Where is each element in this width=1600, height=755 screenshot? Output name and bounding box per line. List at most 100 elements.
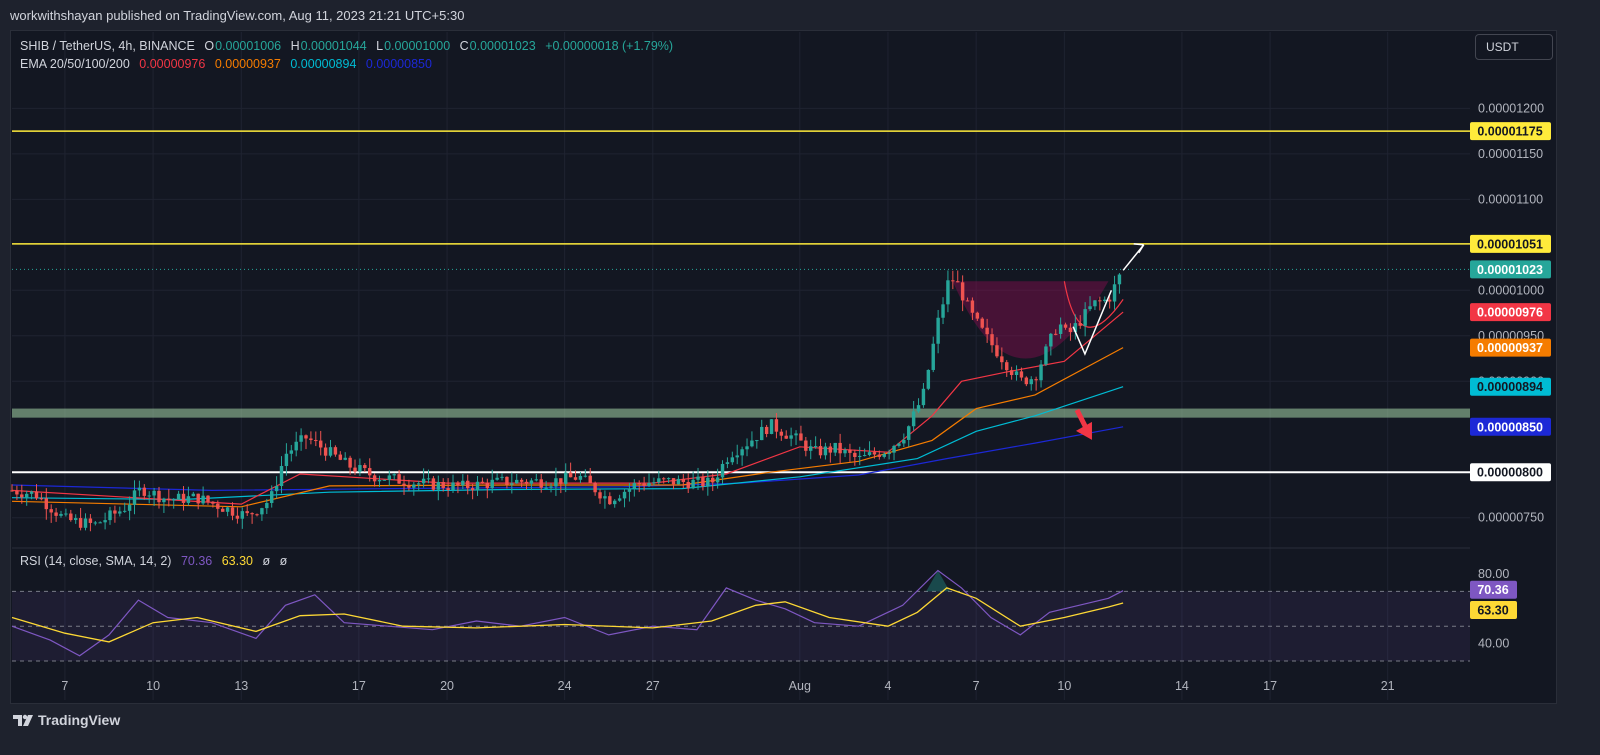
candle-down [181, 493, 186, 503]
candle-down [113, 510, 117, 514]
candle-up [118, 511, 122, 514]
candle-down [951, 280, 955, 282]
candle-up [833, 442, 837, 453]
rsi-label[interactable]: RSI (14, close, SMA, 14, 2) [20, 554, 172, 568]
candle-up [265, 502, 269, 509]
candle-up [83, 518, 88, 528]
candle-up [29, 491, 34, 494]
candle-up [578, 475, 583, 480]
tradingview-brand: TradingView [12, 712, 120, 728]
symbol-label[interactable]: SHIB / TetherUS, 4h, BINANCE [20, 39, 195, 53]
candle-up [529, 480, 534, 484]
change-value: +0.00000018 (+1.79%) [545, 39, 674, 53]
candle-up [299, 435, 303, 442]
candle-up [279, 466, 284, 486]
candle-down [10, 490, 14, 492]
time-tick-label: 27 [646, 679, 660, 693]
rsi-tag [1470, 580, 1517, 599]
candle-up [377, 480, 382, 482]
time-tick-label: 21 [1381, 679, 1395, 693]
candle-down [1005, 362, 1009, 371]
pattern-arrow-path [1072, 290, 1113, 356]
candle-up [1112, 284, 1117, 302]
candle-down [774, 419, 779, 432]
candle-up [745, 446, 749, 450]
candle-down [245, 511, 249, 514]
candle-down [995, 345, 999, 357]
candle-up [730, 457, 735, 463]
time-tick-label: 13 [234, 679, 248, 693]
candle-up [436, 481, 441, 490]
candle-up [666, 478, 671, 480]
price-tag-ema20 [1470, 303, 1551, 322]
candle-down [539, 479, 543, 488]
candle-up [1058, 324, 1063, 334]
candle-up [760, 426, 764, 441]
candle-down [441, 481, 445, 489]
rsi-sma-value: 63.30 [221, 554, 253, 568]
time-tick-label: 7 [973, 679, 980, 693]
currency-button[interactable]: USDT [1475, 34, 1553, 60]
candle-down [20, 494, 24, 498]
candle-down [88, 518, 93, 523]
candle-down [44, 498, 49, 510]
high-key: H [290, 39, 300, 53]
candle-down [167, 498, 171, 501]
candle-down [818, 446, 823, 456]
candle-up [867, 452, 872, 456]
candle-up [260, 508, 264, 515]
ema100-value: 0.00000894 [290, 57, 357, 71]
candle-up [622, 491, 627, 499]
candle-down [196, 493, 200, 504]
price-tag-label: 0.00000937 [1477, 341, 1543, 355]
candle-down [956, 281, 960, 283]
candle-up [289, 450, 294, 454]
candle-up [706, 477, 710, 487]
breakout-arrowhead [1133, 243, 1145, 254]
candle-down [642, 483, 646, 486]
candle-down [1024, 377, 1029, 385]
ema-label[interactable]: EMA 20/50/100/200 [20, 57, 130, 71]
candle-down [573, 477, 578, 480]
candle-down [1019, 371, 1024, 378]
candle-down [363, 465, 367, 469]
candle-up [343, 457, 347, 460]
candle-down [485, 482, 490, 489]
candle-up [564, 472, 568, 484]
candle-up [720, 463, 725, 478]
candle-down [608, 496, 612, 505]
candle-up [926, 369, 931, 389]
time-tick-label: 17 [1263, 679, 1277, 693]
candle-down [397, 474, 401, 484]
candle-up [98, 522, 102, 524]
candle-down [1000, 356, 1004, 363]
candle-up [676, 478, 681, 485]
candle-up [936, 317, 940, 344]
candle-up [1014, 371, 1019, 375]
candle-up [103, 520, 107, 523]
candle-up [416, 483, 421, 485]
price-tag-support [1470, 463, 1551, 482]
candle-down [250, 513, 254, 515]
candle-down [230, 507, 235, 516]
price-tag-ema100 [1470, 377, 1551, 396]
rsi-tick-label: 80.00 [1478, 567, 1509, 581]
price-tag-resistance [1470, 122, 1551, 141]
price-tag-ema200 [1470, 417, 1551, 436]
candle-up [627, 488, 632, 492]
candle-down [784, 435, 788, 439]
candle-up [1083, 309, 1087, 326]
candle-up [127, 504, 132, 511]
candle-up [176, 493, 181, 500]
candle-up [897, 443, 901, 446]
ema50-value: 0.00000937 [214, 57, 281, 71]
price-tag-label: 0.00000894 [1477, 380, 1543, 394]
candle-down [142, 487, 147, 496]
candle-down [1063, 324, 1068, 328]
candle-up [490, 479, 494, 489]
candle-down [333, 447, 338, 455]
rsi-tag-label: 63.30 [1477, 604, 1508, 618]
candle-up [73, 518, 78, 521]
candle-down [402, 483, 406, 486]
